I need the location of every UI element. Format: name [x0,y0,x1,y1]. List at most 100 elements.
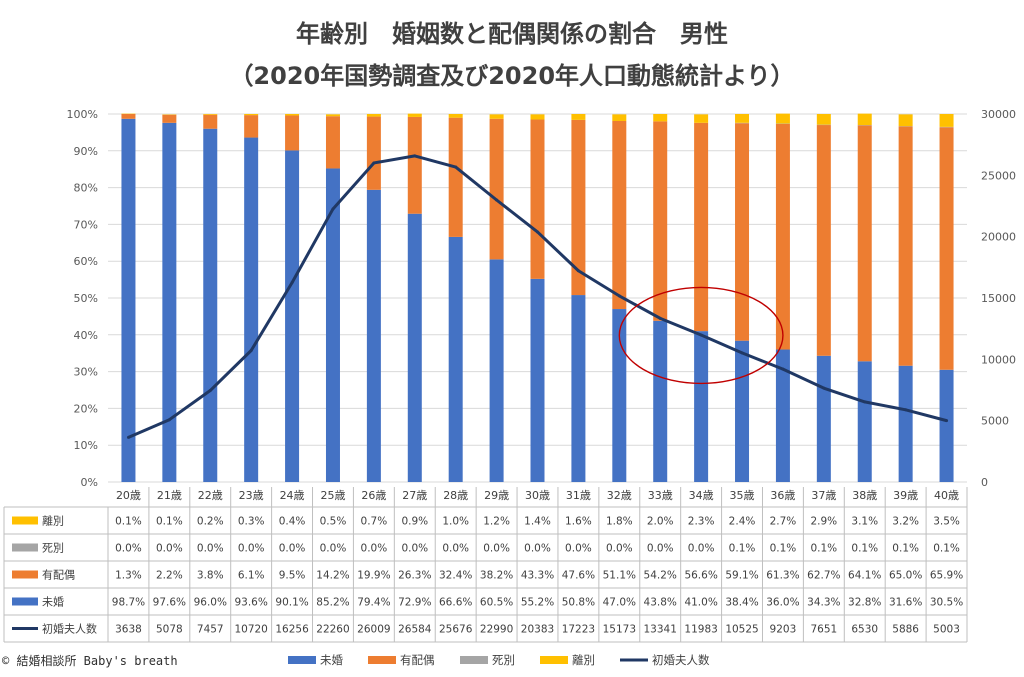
table-cell: 0.0% [320,543,347,555]
table-cell: 0.5% [320,516,347,528]
table-cell: 31.6% [889,597,922,609]
bar-離別 [653,114,668,122]
bar-離別 [407,113,422,117]
table-cell: 2.0% [647,516,674,528]
table-cell: 56.6% [684,570,717,582]
table-cell: 65.9% [930,570,963,582]
y-tick-label-right: 20000 [981,231,1016,244]
table-row-label: 未婚 [42,595,64,609]
bar-未婚 [244,137,259,482]
table-cell: 2.3% [688,516,715,528]
line-point [781,367,785,371]
table-cell: 3.5% [933,516,960,528]
y-tick-label-left: 40% [74,329,98,342]
bar-離別 [939,114,954,127]
bar-有配偶 [735,123,750,341]
table-cell: 16256 [275,624,309,636]
table-cell: 43.8% [644,597,677,609]
table-cell: 41.0% [684,597,717,609]
table-cell: 0.1% [892,543,919,555]
line-point [249,349,253,353]
y-tick-label-left: 20% [74,402,98,415]
table-cell: 0.1% [851,543,878,555]
table-cell: 1.4% [524,516,551,528]
line-point [904,408,908,412]
line-point [208,389,212,393]
table-cell: 3.8% [197,570,224,582]
legend-key-死別 [460,656,488,664]
table-cell: 47.6% [562,570,595,582]
table-cell: 0.1% [770,543,797,555]
legend-label: 初婚夫人数 [652,653,710,667]
table-cell: 10720 [234,624,267,636]
bar-未婚 [530,278,545,482]
table-cell: 0.0% [156,543,183,555]
category-label: 25歳 [320,489,345,502]
category-label: 36歳 [770,489,795,502]
table-cell: 1.3% [115,570,142,582]
line-point [576,269,580,273]
table-cell: 0.0% [688,543,715,555]
bar-未婚 [653,320,668,482]
bar-有配偶 [898,126,913,366]
y-tick-label-right: 5000 [981,415,1009,428]
line-point [454,165,458,169]
table-cell: 7651 [810,624,837,636]
bar-離別 [244,114,259,116]
table-cell: 22260 [316,624,349,636]
bar-未婚 [203,128,218,482]
bar-離別 [366,114,381,117]
bar-有配偶 [366,116,381,190]
bar-離別 [735,114,750,123]
category-label: 33歳 [648,489,673,502]
table-cell: 0.0% [279,543,306,555]
category-label: 28歳 [443,489,468,502]
table-cell: 6530 [851,624,878,636]
line-point [413,154,417,158]
bar-有配偶 [121,114,136,119]
table-cell: 1.8% [606,516,633,528]
bar-有配偶 [694,122,709,332]
bar-未婚 [939,369,954,482]
bar-離別 [285,114,300,116]
line-point [945,419,949,423]
table-cell: 50.8% [562,597,595,609]
table-cell: 60.5% [480,597,513,609]
bar-有配偶 [775,123,790,350]
table-cell: 11983 [684,624,717,636]
table-cell: 2.2% [156,570,183,582]
y-tick-label-left: 50% [74,292,98,305]
category-label: 21歳 [157,489,182,502]
table-cell: 51.1% [603,570,636,582]
table-cell: 5003 [933,624,960,636]
bar-有配偶 [857,125,872,362]
table-cell: 0.0% [524,543,551,555]
bar-離別 [775,113,790,124]
y-tick-label-right: 10000 [981,353,1016,366]
table-cell: 6.1% [238,570,265,582]
table-cell: 32.4% [439,570,472,582]
category-label: 27歳 [402,489,427,502]
bar-離別 [816,114,831,125]
table-cell: 0.0% [361,543,388,555]
table-cell: 59.1% [725,570,758,582]
table-cell: 17223 [562,624,595,636]
bar-未婚 [816,355,831,482]
bar-有配偶 [612,120,627,310]
line-point [167,418,171,422]
legend-label: 離別 [572,653,595,667]
table-cell: 1.6% [565,516,592,528]
line-point [290,281,294,285]
y-tick-label-left: 0% [81,476,98,489]
bar-未婚 [285,150,300,482]
table-cell: 19.9% [357,570,390,582]
table-cell: 22990 [480,624,513,636]
bar-未婚 [325,168,340,483]
legend-key-離別 [540,656,568,664]
table-cell: 97.6% [153,597,186,609]
legend-label: 有配偶 [400,653,435,667]
table-cell: 72.9% [398,597,431,609]
table-cell: 62.7% [807,570,840,582]
table-cell: 2.4% [729,516,756,528]
table-cell: 2.9% [810,516,837,528]
